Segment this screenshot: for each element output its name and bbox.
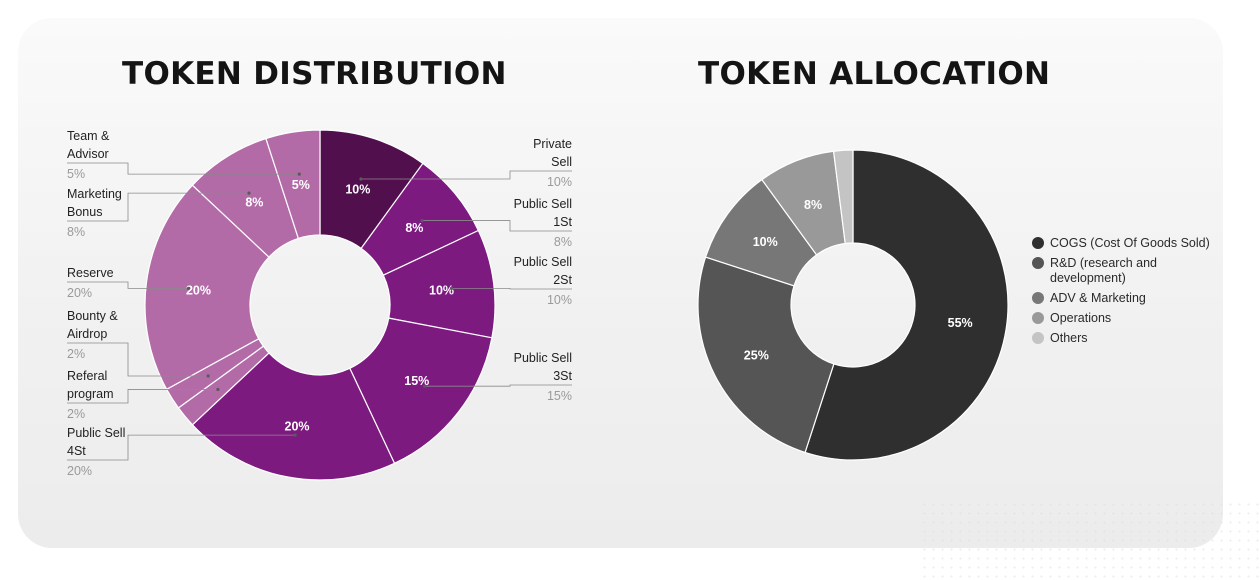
callout-line-public-sell-1st [422, 220, 572, 232]
legend-item-others: Others [1032, 331, 1232, 346]
slice-label-private-sell: 10% [345, 182, 370, 196]
slice-label-public-sell-1st: 8% [405, 221, 423, 235]
slice-label-public-sell-2st: 10% [429, 284, 454, 298]
slice-team-advisor [265, 129, 321, 240]
callout-line-public-sell-2st [451, 287, 572, 290]
legend-item-adv-marketing: ADV & Marketing [1032, 291, 1232, 306]
callout-percent-reserve: 20% [67, 286, 92, 300]
callout-label-public-sell-3st: 3St [553, 369, 572, 383]
callout-label-bounty-airdrop: Airdrop [67, 327, 107, 341]
slice-label-r-d-research-and-development: 25% [744, 348, 769, 362]
slice-label-reserve: 20% [186, 284, 211, 298]
callout-label-referal-program: Referal [67, 369, 107, 383]
slice-public-sell-4st [191, 352, 396, 481]
legend-item-operations: Operations [1032, 311, 1232, 326]
callout-line-public-sell-4st [67, 434, 296, 461]
legend-swatch [1032, 332, 1044, 344]
dot-pattern-decoration [920, 500, 1260, 580]
callout-percent-public-sell-2st: 10% [547, 293, 572, 307]
callout-dot-public-sell-1st [420, 218, 424, 223]
callout-dot-public-sell-3st [423, 384, 427, 388]
callout-dot-reserve [186, 286, 191, 290]
slice-reserve [144, 184, 270, 391]
legend-label: R&D (research and development) [1050, 256, 1157, 285]
callout-label-public-sell-3st: Public Sell [514, 351, 572, 365]
callout-label-public-sell-4st: 4St [67, 444, 86, 458]
slice-others [832, 149, 854, 245]
callout-dot-marketing-bonus [247, 191, 251, 195]
callout-percent-public-sell-3st: 15% [547, 389, 572, 403]
callout-label-private-sell: Sell [551, 155, 572, 169]
legend-label: COGS (Cost Of Goods Sold) [1050, 236, 1210, 250]
callout-line-public-sell-3st [424, 384, 572, 387]
callout-label-referal-program: program [67, 387, 114, 401]
callout-label-marketing-bonus: Marketing [67, 187, 122, 201]
legend-swatch [1032, 312, 1044, 324]
slice-label-marketing-bonus: 8% [245, 196, 263, 210]
legend-item-r-d-research-and-development: R&D (research and development) [1032, 256, 1232, 286]
callout-percent-private-sell: 10% [547, 175, 572, 189]
callout-label-team-advisor: Advisor [67, 147, 109, 161]
legend-swatch [1032, 237, 1044, 249]
slice-label-cogs-cost-of-goods-sold: 55% [948, 316, 973, 330]
callout-percent-public-sell-4st: 20% [67, 464, 92, 478]
slice-cogs-cost-of-goods-sold [804, 149, 1009, 461]
callout-percent-marketing-bonus: 8% [67, 225, 85, 239]
callout-line-team-advisor [67, 162, 300, 175]
callout-label-private-sell: Private [533, 137, 572, 151]
callout-label-marketing-bonus: Bonus [67, 205, 102, 219]
slice-label-adv-marketing: 10% [753, 235, 778, 249]
slice-public-sell-3st [349, 317, 493, 465]
callout-label-public-sell-4st: Public Sell [67, 426, 125, 440]
callout-label-reserve: Reserve [67, 266, 114, 280]
callout-label-public-sell-1st: 1St [553, 215, 572, 229]
callout-percent-referal-program: 2% [67, 407, 85, 421]
legend-swatch [1032, 292, 1044, 304]
callout-dot-team-advisor [297, 172, 301, 176]
legend-label: Others [1050, 331, 1088, 345]
callout-label-public-sell-2st: 2St [553, 273, 572, 287]
callout-percent-team-advisor: 5% [67, 167, 85, 181]
slice-r-d-research-and-development [697, 256, 835, 454]
callout-dot-referal-program [216, 387, 220, 392]
callout-percent-bounty-airdrop: 2% [67, 347, 85, 361]
callout-dot-public-sell-2st [449, 286, 454, 290]
callout-label-public-sell-1st: Public Sell [514, 197, 572, 211]
callout-line-private-sell [360, 170, 572, 180]
callout-line-marketing-bonus [67, 192, 250, 222]
allocation-title: TOKEN ALLOCATION [698, 56, 1051, 92]
callout-line-bounty-airdrop [67, 342, 209, 377]
callout-label-team-advisor: Team & [67, 129, 110, 143]
callout-label-bounty-airdrop: Bounty & [67, 309, 118, 323]
callout-line-reserve [67, 281, 189, 289]
callout-line-referal-program [67, 389, 218, 404]
slice-label-public-sell-4st: 20% [285, 419, 310, 433]
callout-dot-bounty-airdrop [206, 374, 210, 378]
callout-dot-private-sell [359, 177, 363, 181]
slice-label-public-sell-3st: 15% [404, 374, 429, 388]
legend-item-cogs-cost-of-goods-sold: COGS (Cost Of Goods Sold) [1032, 236, 1232, 251]
legend-swatch [1032, 257, 1044, 269]
legend-label: ADV & Marketing [1050, 291, 1146, 305]
distribution-title: TOKEN DISTRIBUTION [122, 56, 507, 92]
callout-percent-public-sell-1st: 8% [554, 235, 572, 249]
slice-label-operations: 8% [804, 198, 822, 212]
legend-label: Operations [1050, 311, 1112, 325]
callout-dot-public-sell-4st [293, 433, 297, 437]
slice-label-team-advisor: 5% [292, 178, 310, 192]
callout-label-public-sell-2st: Public Sell [514, 255, 572, 269]
allocation-legend: COGS (Cost Of Goods Sold) R&D (research a… [1032, 236, 1232, 351]
